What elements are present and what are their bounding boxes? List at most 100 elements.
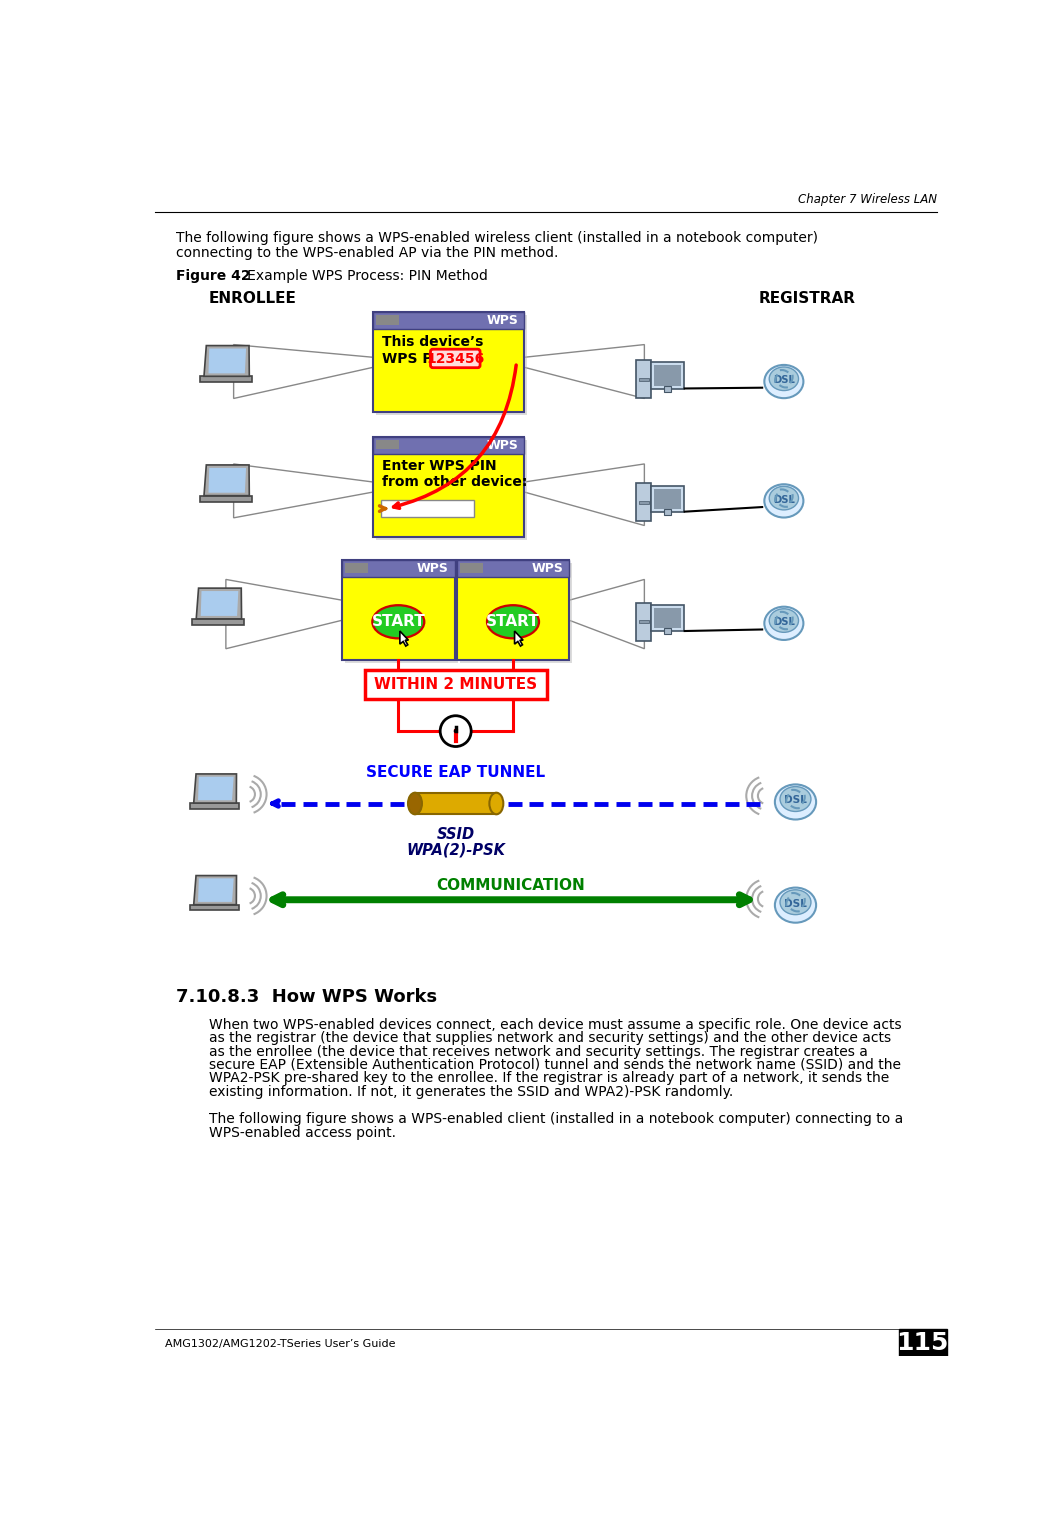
Text: When two WPS-enabled devices connect, each device must assume a specific role. O: When two WPS-enabled devices connect, ea… — [208, 1018, 901, 1032]
Text: START: START — [371, 614, 425, 629]
Polygon shape — [204, 465, 250, 495]
Text: SSID: SSID — [437, 826, 475, 841]
Circle shape — [454, 728, 457, 733]
Text: Enter WPS PIN: Enter WPS PIN — [383, 459, 497, 472]
FancyBboxPatch shape — [639, 378, 648, 381]
Text: SECURE EAP TUNNEL: SECURE EAP TUNNEL — [366, 765, 545, 780]
Ellipse shape — [764, 607, 804, 640]
FancyBboxPatch shape — [192, 619, 243, 625]
FancyBboxPatch shape — [376, 315, 400, 325]
Polygon shape — [524, 463, 644, 526]
Polygon shape — [193, 774, 236, 803]
FancyBboxPatch shape — [365, 669, 546, 700]
Text: REGISTRAR: REGISTRAR — [759, 291, 856, 306]
FancyBboxPatch shape — [639, 501, 648, 504]
Polygon shape — [514, 631, 523, 646]
Ellipse shape — [488, 607, 538, 637]
Ellipse shape — [775, 785, 816, 820]
Text: connecting to the WPS-enabled AP via the PIN method.: connecting to the WPS-enabled AP via the… — [175, 245, 558, 261]
Text: 7.10.8.3  How WPS Works: 7.10.8.3 How WPS Works — [175, 988, 437, 1006]
Text: WPS: WPS — [417, 562, 449, 575]
Text: Chapter 7 Wireless LAN: Chapter 7 Wireless LAN — [798, 194, 938, 206]
Ellipse shape — [775, 887, 816, 922]
FancyBboxPatch shape — [651, 363, 684, 389]
FancyBboxPatch shape — [190, 803, 239, 809]
Polygon shape — [193, 876, 236, 905]
FancyBboxPatch shape — [898, 1329, 947, 1356]
FancyBboxPatch shape — [200, 495, 252, 501]
Text: WPA2-PSK pre-shared key to the enrollee. If the registrar is already part of a n: WPA2-PSK pre-shared key to the enrollee.… — [208, 1071, 889, 1085]
Text: WPS: WPS — [486, 439, 518, 453]
FancyBboxPatch shape — [663, 628, 671, 634]
Text: WPS: WPS — [532, 562, 563, 575]
Polygon shape — [234, 344, 373, 398]
Polygon shape — [208, 349, 246, 373]
Polygon shape — [198, 777, 234, 800]
FancyBboxPatch shape — [651, 605, 684, 631]
FancyBboxPatch shape — [376, 440, 527, 539]
Text: START: START — [486, 614, 540, 629]
Text: existing information. If not, it generates the SSID and WPA2)-PSK randomly.: existing information. If not, it generat… — [208, 1085, 733, 1099]
Text: This device’s: This device’s — [383, 335, 484, 349]
Polygon shape — [208, 468, 246, 492]
FancyBboxPatch shape — [342, 561, 455, 660]
FancyBboxPatch shape — [373, 437, 524, 454]
Ellipse shape — [770, 486, 798, 511]
FancyBboxPatch shape — [663, 509, 671, 515]
Text: DSL: DSL — [784, 899, 807, 908]
Text: ENROLLEE: ENROLLEE — [209, 291, 297, 306]
FancyBboxPatch shape — [654, 608, 681, 628]
FancyBboxPatch shape — [460, 564, 484, 573]
FancyBboxPatch shape — [376, 440, 400, 450]
Text: 115: 115 — [896, 1330, 949, 1355]
Text: WITHIN 2 MINUTES: WITHIN 2 MINUTES — [374, 677, 537, 692]
Polygon shape — [201, 591, 238, 616]
FancyBboxPatch shape — [663, 386, 671, 392]
Ellipse shape — [770, 608, 798, 632]
Polygon shape — [204, 346, 250, 376]
FancyBboxPatch shape — [637, 483, 651, 521]
FancyBboxPatch shape — [373, 437, 524, 536]
Text: WPS-enabled access point.: WPS-enabled access point. — [208, 1126, 395, 1140]
Polygon shape — [524, 344, 644, 398]
Text: DSL: DSL — [773, 617, 795, 626]
Ellipse shape — [371, 604, 425, 640]
Text: Figure 42: Figure 42 — [175, 270, 250, 283]
FancyBboxPatch shape — [376, 315, 527, 416]
Text: as the registrar (the device that supplies network and security settings) and th: as the registrar (the device that suppli… — [208, 1032, 891, 1045]
Text: from other device:: from other device: — [383, 475, 528, 489]
Ellipse shape — [764, 364, 804, 398]
Polygon shape — [198, 878, 234, 902]
Circle shape — [440, 716, 471, 747]
Text: WPS PIN:: WPS PIN: — [383, 352, 455, 366]
FancyBboxPatch shape — [637, 360, 651, 398]
Ellipse shape — [408, 792, 422, 814]
FancyBboxPatch shape — [342, 561, 455, 578]
FancyBboxPatch shape — [637, 604, 651, 640]
FancyBboxPatch shape — [345, 564, 457, 663]
FancyBboxPatch shape — [373, 312, 524, 413]
Text: DSL: DSL — [773, 494, 795, 504]
Polygon shape — [569, 579, 644, 649]
FancyBboxPatch shape — [415, 792, 496, 814]
Ellipse shape — [486, 604, 540, 640]
FancyBboxPatch shape — [457, 561, 569, 660]
Polygon shape — [197, 588, 241, 619]
Text: Example WPS Process: PIN Method: Example WPS Process: PIN Method — [234, 270, 488, 283]
Text: The following figure shows a WPS-enabled client (installed in a notebook compute: The following figure shows a WPS-enabled… — [208, 1113, 904, 1126]
Text: WPS: WPS — [486, 314, 518, 328]
Ellipse shape — [489, 792, 503, 814]
Text: AMG1302/AMG1202-TSeries User’s Guide: AMG1302/AMG1202-TSeries User’s Guide — [166, 1340, 395, 1349]
FancyBboxPatch shape — [457, 561, 569, 578]
Polygon shape — [400, 631, 408, 646]
FancyBboxPatch shape — [190, 905, 239, 910]
FancyBboxPatch shape — [460, 564, 572, 663]
Text: 123456: 123456 — [426, 352, 485, 366]
Text: WPA(2)-PSK: WPA(2)-PSK — [406, 841, 505, 856]
FancyBboxPatch shape — [373, 312, 524, 329]
FancyBboxPatch shape — [381, 500, 474, 517]
FancyBboxPatch shape — [200, 376, 252, 383]
FancyBboxPatch shape — [345, 564, 369, 573]
Text: DSL: DSL — [784, 796, 807, 806]
Text: The following figure shows a WPS-enabled wireless client (installed in a noteboo: The following figure shows a WPS-enabled… — [175, 230, 817, 245]
